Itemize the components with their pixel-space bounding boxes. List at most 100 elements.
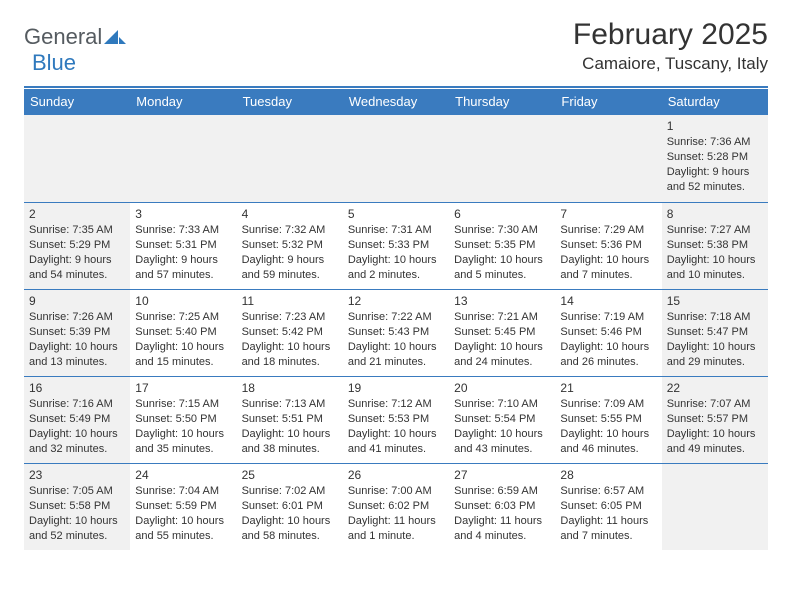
sunrise-text: Sunrise: 7:27 AM bbox=[667, 223, 763, 238]
daylight-text: Daylight: 10 hours bbox=[454, 427, 550, 442]
daylight-text: and 2 minutes. bbox=[348, 268, 444, 283]
sunrise-text: Sunrise: 7:04 AM bbox=[135, 484, 231, 499]
daylight-text: and 7 minutes. bbox=[560, 268, 656, 283]
sunrise-text: Sunrise: 7:02 AM bbox=[242, 484, 338, 499]
calendar-cell: 7Sunrise: 7:29 AMSunset: 5:36 PMDaylight… bbox=[555, 202, 661, 289]
sunset-text: Sunset: 5:45 PM bbox=[454, 325, 550, 340]
sunset-text: Sunset: 5:35 PM bbox=[454, 238, 550, 253]
daylight-text: Daylight: 10 hours bbox=[135, 427, 231, 442]
daylight-text: and 32 minutes. bbox=[29, 442, 125, 457]
calendar-cell: 8Sunrise: 7:27 AMSunset: 5:38 PMDaylight… bbox=[662, 202, 768, 289]
sunrise-text: Sunrise: 6:59 AM bbox=[454, 484, 550, 499]
sunrise-text: Sunrise: 7:13 AM bbox=[242, 397, 338, 412]
calendar-cell-empty bbox=[449, 115, 555, 202]
daylight-text: and 26 minutes. bbox=[560, 355, 656, 370]
calendar-cell-empty bbox=[662, 463, 768, 550]
sunrise-text: Sunrise: 7:31 AM bbox=[348, 223, 444, 238]
daylight-text: Daylight: 9 hours bbox=[242, 253, 338, 268]
calendar-cell: 6Sunrise: 7:30 AMSunset: 5:35 PMDaylight… bbox=[449, 202, 555, 289]
sunrise-text: Sunrise: 7:32 AM bbox=[242, 223, 338, 238]
day-number: 22 bbox=[667, 380, 763, 396]
daylight-text: Daylight: 10 hours bbox=[667, 427, 763, 442]
day-number: 9 bbox=[29, 293, 125, 309]
daylight-text: and 13 minutes. bbox=[29, 355, 125, 370]
dow-header: Monday bbox=[130, 89, 236, 115]
daylight-text: and 21 minutes. bbox=[348, 355, 444, 370]
daylight-text: and 43 minutes. bbox=[454, 442, 550, 457]
day-number: 27 bbox=[454, 467, 550, 483]
daylight-text: Daylight: 11 hours bbox=[454, 514, 550, 529]
calendar-cell: 18Sunrise: 7:13 AMSunset: 5:51 PMDayligh… bbox=[237, 376, 343, 463]
sunset-text: Sunset: 5:28 PM bbox=[667, 150, 763, 165]
calendar-cell: 16Sunrise: 7:16 AMSunset: 5:49 PMDayligh… bbox=[24, 376, 130, 463]
daylight-text: Daylight: 10 hours bbox=[29, 514, 125, 529]
dow-header: Tuesday bbox=[237, 89, 343, 115]
sunrise-text: Sunrise: 7:25 AM bbox=[135, 310, 231, 325]
day-number: 18 bbox=[242, 380, 338, 396]
sunrise-text: Sunrise: 7:29 AM bbox=[560, 223, 656, 238]
header-rule bbox=[24, 86, 768, 88]
sunrise-text: Sunrise: 7:07 AM bbox=[667, 397, 763, 412]
daylight-text: and 49 minutes. bbox=[667, 442, 763, 457]
calendar-cell: 12Sunrise: 7:22 AMSunset: 5:43 PMDayligh… bbox=[343, 289, 449, 376]
sunset-text: Sunset: 5:29 PM bbox=[29, 238, 125, 253]
sunrise-text: Sunrise: 7:19 AM bbox=[560, 310, 656, 325]
sunset-text: Sunset: 5:54 PM bbox=[454, 412, 550, 427]
dow-header: Wednesday bbox=[343, 89, 449, 115]
day-number: 24 bbox=[135, 467, 231, 483]
day-number: 20 bbox=[454, 380, 550, 396]
calendar-cell: 9Sunrise: 7:26 AMSunset: 5:39 PMDaylight… bbox=[24, 289, 130, 376]
daylight-text: Daylight: 10 hours bbox=[667, 253, 763, 268]
day-number: 11 bbox=[242, 293, 338, 309]
sunrise-text: Sunrise: 7:21 AM bbox=[454, 310, 550, 325]
day-number: 2 bbox=[29, 206, 125, 222]
day-number: 28 bbox=[560, 467, 656, 483]
sunset-text: Sunset: 5:53 PM bbox=[348, 412, 444, 427]
calendar-cell: 4Sunrise: 7:32 AMSunset: 5:32 PMDaylight… bbox=[237, 202, 343, 289]
sunset-text: Sunset: 5:38 PM bbox=[667, 238, 763, 253]
daylight-text: Daylight: 10 hours bbox=[454, 253, 550, 268]
sunset-text: Sunset: 5:50 PM bbox=[135, 412, 231, 427]
sunset-text: Sunset: 5:36 PM bbox=[560, 238, 656, 253]
day-number: 15 bbox=[667, 293, 763, 309]
calendar-cell-empty bbox=[555, 115, 661, 202]
calendar-cell-empty bbox=[130, 115, 236, 202]
daylight-text: and 41 minutes. bbox=[348, 442, 444, 457]
calendar-cell: 28Sunrise: 6:57 AMSunset: 6:05 PMDayligh… bbox=[555, 463, 661, 550]
calendar-cell: 26Sunrise: 7:00 AMSunset: 6:02 PMDayligh… bbox=[343, 463, 449, 550]
sunrise-text: Sunrise: 7:05 AM bbox=[29, 484, 125, 499]
sunset-text: Sunset: 5:40 PM bbox=[135, 325, 231, 340]
daylight-text: and 18 minutes. bbox=[242, 355, 338, 370]
sunrise-text: Sunrise: 7:33 AM bbox=[135, 223, 231, 238]
daylight-text: Daylight: 11 hours bbox=[348, 514, 444, 529]
sunset-text: Sunset: 5:42 PM bbox=[242, 325, 338, 340]
daylight-text: and 10 minutes. bbox=[667, 268, 763, 283]
day-number: 7 bbox=[560, 206, 656, 222]
day-number: 16 bbox=[29, 380, 125, 396]
daylight-text: and 1 minute. bbox=[348, 529, 444, 544]
calendar-cell: 27Sunrise: 6:59 AMSunset: 6:03 PMDayligh… bbox=[449, 463, 555, 550]
daylight-text: Daylight: 10 hours bbox=[454, 340, 550, 355]
sunset-text: Sunset: 6:01 PM bbox=[242, 499, 338, 514]
daylight-text: and 38 minutes. bbox=[242, 442, 338, 457]
logo-word2: Blue bbox=[32, 50, 126, 76]
dow-header: Sunday bbox=[24, 89, 130, 115]
calendar-cell: 25Sunrise: 7:02 AMSunset: 6:01 PMDayligh… bbox=[237, 463, 343, 550]
logo-word1: General bbox=[24, 24, 102, 49]
day-number: 19 bbox=[348, 380, 444, 396]
sunset-text: Sunset: 5:31 PM bbox=[135, 238, 231, 253]
day-number: 1 bbox=[667, 118, 763, 134]
sunrise-text: Sunrise: 7:36 AM bbox=[667, 135, 763, 150]
calendar-cell: 1Sunrise: 7:36 AMSunset: 5:28 PMDaylight… bbox=[662, 115, 768, 202]
header: General Blue February 2025 Camaiore, Tus… bbox=[24, 18, 768, 76]
daylight-text: Daylight: 9 hours bbox=[29, 253, 125, 268]
day-number: 8 bbox=[667, 206, 763, 222]
calendar-cell: 13Sunrise: 7:21 AMSunset: 5:45 PMDayligh… bbox=[449, 289, 555, 376]
sunset-text: Sunset: 5:51 PM bbox=[242, 412, 338, 427]
calendar-cell: 24Sunrise: 7:04 AMSunset: 5:59 PMDayligh… bbox=[130, 463, 236, 550]
daylight-text: and 24 minutes. bbox=[454, 355, 550, 370]
dow-header: Saturday bbox=[662, 89, 768, 115]
sunrise-text: Sunrise: 6:57 AM bbox=[560, 484, 656, 499]
day-number: 26 bbox=[348, 467, 444, 483]
title-block: February 2025 Camaiore, Tuscany, Italy bbox=[573, 18, 768, 74]
